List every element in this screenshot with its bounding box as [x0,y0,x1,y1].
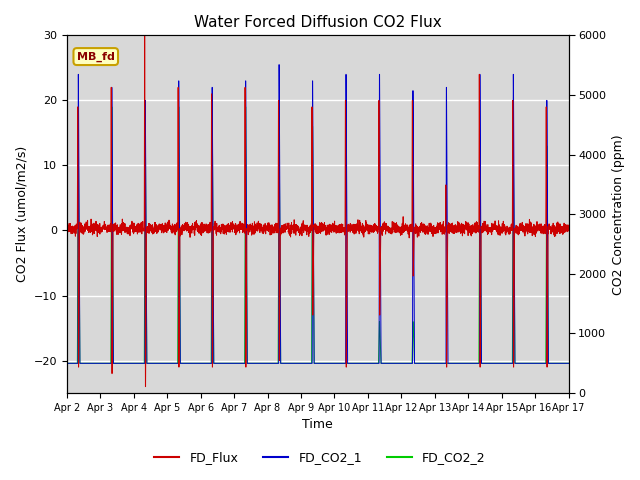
Y-axis label: CO2 Flux (umol/m2/s): CO2 Flux (umol/m2/s) [15,146,28,282]
Y-axis label: CO2 Concentration (ppm): CO2 Concentration (ppm) [612,134,625,295]
X-axis label: Time: Time [302,419,333,432]
Legend: FD_Flux, FD_CO2_1, FD_CO2_2: FD_Flux, FD_CO2_1, FD_CO2_2 [149,446,491,469]
Text: MB_fd: MB_fd [77,51,115,62]
Title: Water Forced Diffusion CO2 Flux: Water Forced Diffusion CO2 Flux [194,15,442,30]
